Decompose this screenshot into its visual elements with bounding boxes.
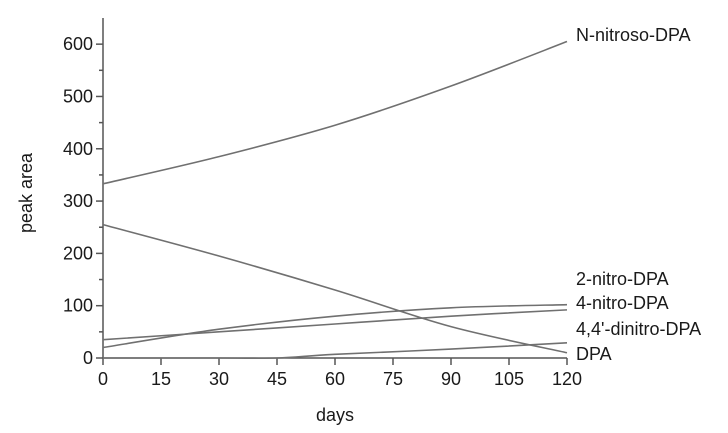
x-axis-title: days [316,405,354,425]
series-lines [102,40,568,360]
x-tick-label: 15 [151,369,171,389]
x-tick-label: 90 [441,369,461,389]
x-ticks: 0 15 30 45 60 75 90 105 120 [98,358,582,389]
series-line-4-4-dinitro-dpa [103,342,568,360]
x-tick-label: 45 [267,369,287,389]
series-line-n-nitroso-dpa [102,40,568,185]
series-label-4-4-dinitro-dpa: 4,4'-dinitro-DPA [576,319,701,339]
y-axis-title: peak area [16,152,36,233]
x-tick-label: 105 [494,369,524,389]
y-tick-label: 0 [83,348,93,368]
y-tick-label: 100 [63,296,93,316]
series-label-dpa: DPA [576,344,612,364]
x-tick-label: 30 [209,369,229,389]
y-tick-label: 500 [63,86,93,106]
y-tick-label: 300 [63,191,93,211]
y-tick-label: 600 [63,34,93,54]
series-labels: N-nitroso-DPA DPA 2-nitro-DPA 4-nitro-DPA 4,… [576,25,701,364]
series-label-4-nitro-dpa: 4-nitro-DPA [576,293,669,313]
series-line-2-nitro-dpa [102,309,568,341]
series-line-dpa [102,223,568,354]
x-tick-label: 0 [98,369,108,389]
y-tick-label: 200 [63,243,93,263]
series-label-n-nitroso-dpa: N-nitroso-DPA [576,25,691,45]
series-label-2-nitro-dpa: 2-nitro-DPA [576,269,669,289]
y-ticks: 0 100 200 300 400 500 600 [63,34,103,368]
series-line-4-nitro-dpa [102,303,568,349]
y-tick-label: 400 [63,139,93,159]
x-tick-label: 120 [552,369,582,389]
x-tick-label: 60 [325,369,345,389]
x-tick-label: 75 [383,369,403,389]
